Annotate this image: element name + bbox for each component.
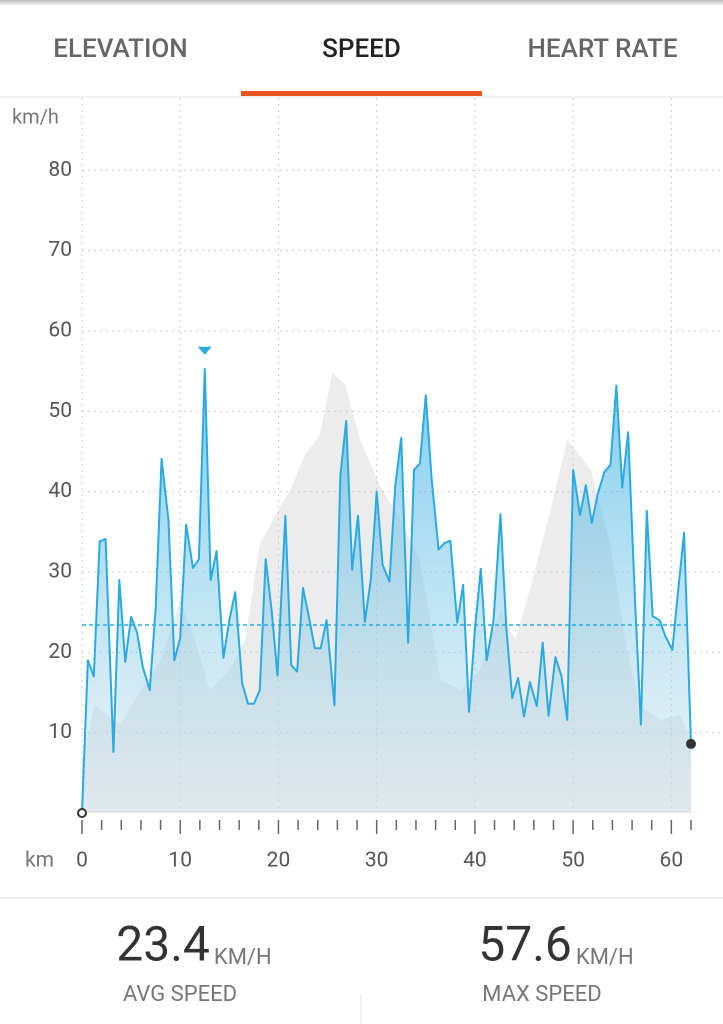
x-tick-label: 40 (463, 849, 487, 873)
y-tick-label: 10 (48, 720, 72, 744)
start-point (77, 808, 87, 818)
max-marker (197, 346, 212, 355)
y-axis-label: km/h (12, 104, 59, 128)
x-axis-label: km (25, 849, 54, 873)
x-tick-label: 60 (660, 849, 684, 873)
stat-unit: KM/H (576, 945, 634, 970)
stat-value: 23.4 (116, 916, 210, 973)
x-tick-label: 20 (267, 849, 291, 873)
y-tick-label: 70 (48, 238, 72, 262)
x-tick-label: 50 (561, 849, 585, 873)
stat-unit: KM/H (214, 945, 272, 970)
tab[interactable]: ELEVATION (53, 34, 187, 64)
x-tick-label: 0 (76, 849, 88, 873)
tab[interactable]: SPEED (322, 34, 401, 64)
x-tick-label: 30 (365, 849, 389, 873)
chart: 10 20 30 40 50 60 70 80 km/h 0 10 20 30 40 50 60 km (12, 98, 721, 873)
end-point (686, 738, 696, 749)
y-tick-label: 20 (48, 640, 72, 664)
tab-indicator (241, 91, 482, 96)
tab[interactable]: HEART RATE (527, 34, 677, 64)
x-tick-label: 10 (168, 849, 192, 873)
y-tick-label: 30 (48, 560, 72, 584)
speed-line (81, 367, 692, 814)
stat-label: AVG SPEED (123, 982, 237, 1007)
y-tick-label: 80 (48, 158, 72, 182)
stat-label: MAX SPEED (482, 982, 601, 1007)
y-tick-label: 40 (48, 479, 72, 503)
speed-area (82, 368, 691, 813)
y-tick-label: 60 (48, 319, 72, 343)
top-shadow (0, 0, 723, 6)
y-tick-label: 50 (48, 399, 72, 423)
stat-value: 57.6 (478, 916, 572, 973)
tab-bar: ELEVATION SPEED HEART RATE (53, 34, 678, 96)
